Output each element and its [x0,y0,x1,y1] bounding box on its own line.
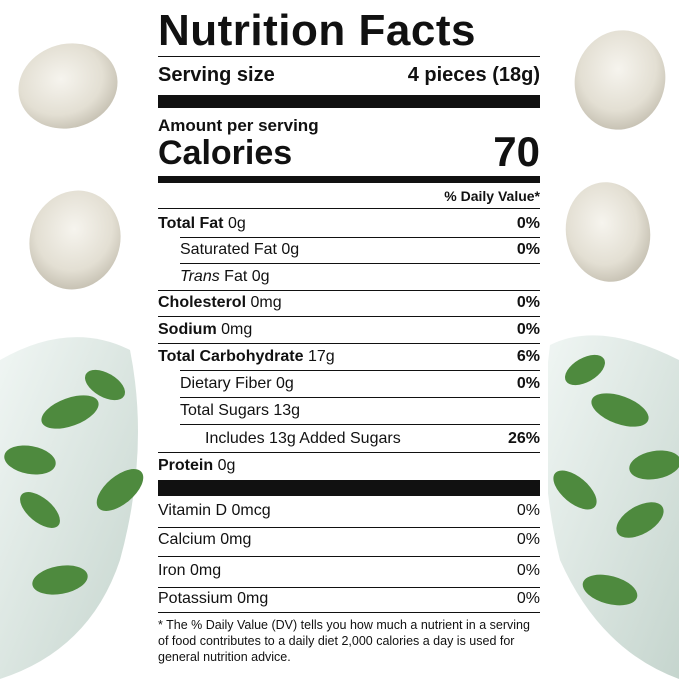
title: Nutrition Facts [158,6,476,55]
daily-value: 0% [516,590,540,607]
daily-value: 0% [516,215,540,232]
daily-value-header: % Daily Value* [444,188,540,204]
daily-value: 6% [516,348,540,365]
footnote: * The % Daily Value (DV) tells you how m… [158,618,530,664]
nutrient-name: Fat 0g [224,268,270,285]
nutrient-amount: 0g [227,215,246,232]
divider [180,424,540,425]
nutrient-name: Sodium [158,321,217,338]
divider [158,556,540,557]
daily-value: 0% [516,502,540,519]
nutrient-row: Cholesterol 0mg 0% [158,294,540,314]
nutrient-name: Cholesterol [158,294,247,311]
nutrient-row: Protein 0g [158,457,540,477]
nutrient-row: Total Carbohydrate 17g 6% [158,348,540,368]
amount-per-serving: Amount per serving [158,116,319,135]
divider [158,587,540,588]
nutrition-label: Nutrition Facts Serving size 4 pieces (1… [150,0,548,679]
vitamin-row: Potassium 0mg 0% [158,590,540,608]
thick-bar [158,95,540,108]
divider [158,527,540,528]
serving-value: 4 pieces (18g) [407,64,540,86]
divider [158,452,540,453]
calories-label: Calories [158,134,293,172]
serving-label: Serving size [158,64,275,86]
vitamin-name: Iron 0mg [158,562,222,579]
nutrient-name: Protein [158,457,214,474]
nutrient-row: Trans Fat 0g [158,268,540,288]
daily-value: 0% [516,294,540,311]
calories-value: 70 [493,128,540,175]
vitamin-row: Vitamin D 0mcg 0% [158,502,540,520]
nutrient-amount: 0mg [221,321,253,338]
nutrient-row: Total Sugars 13g [158,402,540,422]
daily-value: 0% [516,562,540,579]
divider [158,316,540,317]
divider [180,397,540,398]
daily-value: 0% [516,375,540,392]
nutrient-row: Sodium 0mg 0% [158,321,540,341]
nutrient-row: Total Fat 0g 0% [158,215,540,235]
vitamin-name: Calcium 0mg [158,531,252,548]
vitamin-name: Vitamin D 0mcg [158,502,271,519]
thick-bar [158,480,540,496]
nutrient-name: Saturated Fat 0g [180,241,300,258]
daily-value: 0% [516,241,540,258]
nutrient-row: Includes 13g Added Sugars 26% [158,430,540,450]
nutrient-amount: 17g [307,348,335,365]
daily-value: 0% [516,531,540,548]
daily-value: 0% [516,321,540,338]
vitamin-row: Calcium 0mg 0% [158,531,540,549]
nutrient-name: Dietary Fiber 0g [180,375,294,392]
nutrient-name: Total Fat [158,215,224,232]
vitamin-name: Potassium 0mg [158,590,269,607]
nutrient-amount: 0g [217,457,236,474]
divider [180,237,540,238]
nutrient-name: Total Carbohydrate [158,348,304,365]
nutrient-row: Dietary Fiber 0g 0% [158,375,540,395]
divider [158,612,540,613]
thick-bar [158,176,540,183]
divider [158,290,540,291]
nutrient-amount: 0mg [250,294,282,311]
nutrient-name-italic: Trans [180,268,220,285]
daily-value: 26% [507,430,540,447]
vitamin-row: Iron 0mg 0% [158,562,540,580]
divider [158,343,540,344]
divider [158,56,540,57]
nutrient-name: Includes 13g Added Sugars [205,430,401,447]
divider [158,208,540,209]
nutrient-name: Total Sugars 13g [180,402,301,419]
divider [180,370,540,371]
nutrient-row: Saturated Fat 0g 0% [158,241,540,261]
divider [180,263,540,264]
